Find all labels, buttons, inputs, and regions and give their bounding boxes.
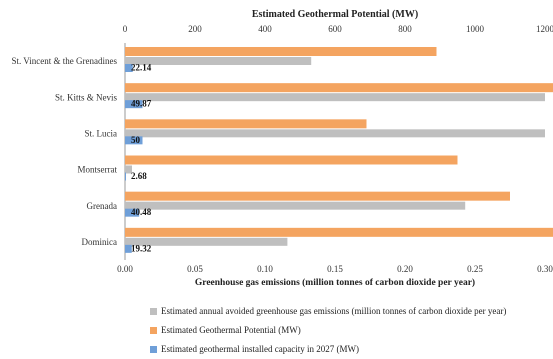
legend-item-avoided-emissions: Estimated annual avoided greenhouse gas … xyxy=(150,302,506,321)
bar-avoided-emissions xyxy=(125,201,466,210)
top-tick-label: 400 xyxy=(258,24,272,34)
bar-geothermal-potential xyxy=(125,155,458,165)
category-label: Montserrat xyxy=(78,165,118,175)
bar-avoided-emissions xyxy=(125,237,288,246)
legend-label-avoided-emissions: Estimated annual avoided greenhouse gas … xyxy=(161,306,507,316)
data-label-installed-capacity: 49.87 xyxy=(131,99,152,109)
bottom-tick-label: 0.25 xyxy=(467,264,483,274)
category-label: St. Lucia xyxy=(85,128,118,138)
bar-installed-capacity xyxy=(125,244,132,253)
data-label-installed-capacity: 2.68 xyxy=(131,171,147,181)
bar-geothermal-potential xyxy=(125,83,553,93)
top-tick-label: 1200 xyxy=(536,24,553,34)
legend-swatch-installed-capacity xyxy=(150,346,157,353)
top-tick-label: 200 xyxy=(188,24,202,34)
bottom-tick-label: 0.00 xyxy=(117,264,133,274)
bar-geothermal-potential xyxy=(125,119,367,129)
category-label: Dominica xyxy=(82,237,118,247)
legend-swatch-avoided-emissions xyxy=(150,308,157,315)
top-axis-title: Estimated Geothermal Potential (MW) xyxy=(251,9,419,20)
bottom-axis-title: Greenhouse gas emissions (million tonnes… xyxy=(194,278,476,288)
bar-installed-capacity xyxy=(125,64,133,72)
bar-geothermal-potential xyxy=(125,227,553,237)
bar-avoided-emissions xyxy=(125,129,545,138)
chart-legend: Estimated annual avoided greenhouse gas … xyxy=(150,302,506,359)
bar-installed-capacity xyxy=(125,172,126,181)
bottom-tick-label: 0.30 xyxy=(537,264,553,274)
top-tick-label: 0 xyxy=(123,24,128,34)
data-label-installed-capacity: 40.48 xyxy=(131,207,152,217)
bar-avoided-emissions xyxy=(125,57,312,65)
bar-installed-capacity xyxy=(125,100,143,109)
bar-avoided-emissions xyxy=(125,165,132,174)
bottom-tick-label: 0.15 xyxy=(327,264,343,274)
category-label: St. Kitts & Nevis xyxy=(55,92,118,102)
top-tick-label: 1000 xyxy=(466,24,485,34)
bar-avoided-emissions xyxy=(125,93,545,102)
bar-installed-capacity xyxy=(125,208,140,217)
data-label-installed-capacity: 50 xyxy=(131,135,141,145)
bottom-tick-label: 0.05 xyxy=(187,264,203,274)
legend-swatch-geothermal-potential xyxy=(150,327,157,334)
legend-label-geothermal-potential: Estimated Geothermal Potential (MW) xyxy=(161,325,301,335)
bar-geothermal-potential xyxy=(125,191,510,201)
top-tick-label: 800 xyxy=(398,24,412,34)
bottom-tick-label: 0.10 xyxy=(257,264,273,274)
legend-item-installed-capacity: Estimated geothermal installed capacity … xyxy=(150,340,506,359)
bottom-tick-label: 0.20 xyxy=(397,264,413,274)
legend-label-installed-capacity: Estimated geothermal installed capacity … xyxy=(161,344,359,354)
data-label-installed-capacity: 22.14 xyxy=(131,63,152,73)
category-label: Grenada xyxy=(87,201,117,211)
bar-installed-capacity xyxy=(125,136,143,145)
top-tick-label: 600 xyxy=(328,24,342,34)
legend-item-geothermal-potential: Estimated Geothermal Potential (MW) xyxy=(150,321,506,340)
bar-geothermal-potential xyxy=(125,47,437,56)
category-label: St. Vincent & the Grenadines xyxy=(11,56,117,66)
data-label-installed-capacity: 19.32 xyxy=(131,243,152,253)
